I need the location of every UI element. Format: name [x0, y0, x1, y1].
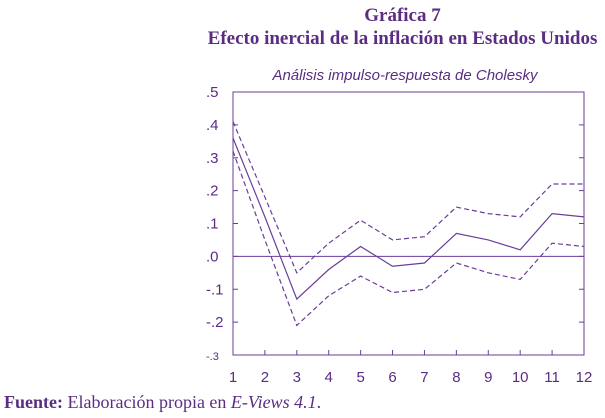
source-software: E-Views 4.1 — [230, 392, 317, 412]
y-tick-label: .0 — [206, 248, 219, 265]
source-note: Fuente: Elaboración propia en E-Views 4.… — [4, 392, 321, 413]
plot-frame — [232, 91, 585, 356]
x-tick-label: 5 — [356, 369, 364, 386]
x-tick-label: 10 — [512, 369, 529, 386]
y-tick-label: .2 — [206, 183, 219, 200]
chart-title: Análisis impulso-respuesta de Cholesky — [271, 67, 539, 84]
x-tick-label: 9 — [484, 369, 492, 386]
x-tick-label: 8 — [452, 369, 460, 386]
x-tick-label: 3 — [293, 369, 301, 386]
y-tick-label: -.3 — [206, 351, 219, 363]
x-tick-label: 12 — [576, 369, 593, 386]
figure-title: Efecto inercial de la inflación en Estad… — [207, 28, 598, 49]
y-tick-label: .3 — [206, 150, 219, 167]
figure-label: Gráfica 7 — [364, 5, 441, 26]
x-tick-label: 1 — [229, 369, 237, 386]
y-tick-label: -.1 — [206, 281, 224, 298]
impulse-response-line — [232, 137, 585, 301]
x-tick-label: 11 — [544, 369, 560, 386]
y-tick-label: .1 — [206, 216, 219, 233]
x-tick-label: 2 — [261, 369, 269, 386]
y-tick-label: .4 — [206, 117, 219, 134]
x-tick-label: 6 — [388, 369, 396, 386]
source-text: Elaboración propia en — [62, 392, 231, 412]
x-tick-label: 7 — [420, 369, 428, 386]
x-tick-label: 4 — [325, 369, 333, 386]
y-tick-label: -.2 — [206, 314, 224, 331]
source-text-end: . — [316, 392, 322, 412]
confidence-band-line-1 — [232, 121, 584, 274]
y-tick-label: .5 — [206, 84, 219, 101]
source-label: Fuente: — [4, 392, 63, 412]
confidence-band-line-2 — [232, 150, 585, 327]
